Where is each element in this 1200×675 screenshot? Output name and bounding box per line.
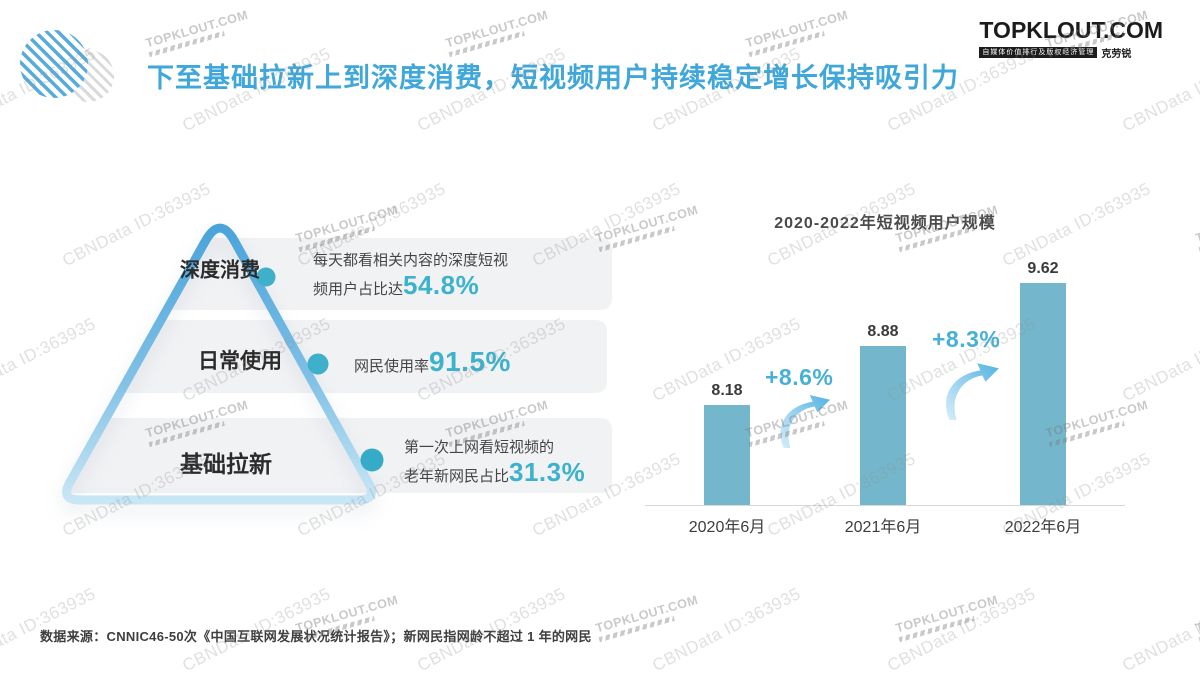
decorative-circles xyxy=(18,28,118,108)
pyramid-desc-deep-consumption: 每天都看相关内容的深度短视 频用户占比达54.8% xyxy=(313,249,508,301)
bar-chart: 2020-2022年短视频用户规模 8.18 8.88 9.62 +8.6% xyxy=(645,197,1125,547)
desc-text: 频用户占比达 xyxy=(313,281,404,298)
watermark-cbndata: CBNData ID:363935 xyxy=(649,583,804,675)
bar-column-2020: 8.18 xyxy=(704,382,750,505)
watermark-topklout: TOPKLOUT.COM xyxy=(1194,593,1200,643)
bar-2020 xyxy=(704,405,750,505)
level-band-top xyxy=(166,238,612,310)
stat-value: 31.3% xyxy=(509,457,586,487)
bar-column-2021: 8.88 xyxy=(860,323,906,505)
bar-value-label: 9.62 xyxy=(1027,260,1059,278)
watermark-topklout: TOPKLOUT.COM xyxy=(894,593,1001,643)
bar-value-label: 8.88 xyxy=(867,322,899,340)
bar-2021 xyxy=(860,345,906,505)
topklout-logo: TOPKLOUT.COM 自媒体价值排行及版权经济管理 克劳锐 xyxy=(979,19,1163,60)
watermark-cbndata: CBNData ID:363935 xyxy=(1119,583,1200,675)
bar-value-label: 8.18 xyxy=(711,382,743,400)
level-dot-bottom xyxy=(360,448,384,472)
logo-wordmark: TOPKLOUT.COM xyxy=(979,17,1163,43)
growth-label-1: +8.6% xyxy=(765,364,834,390)
chart-plot-area: 8.18 8.88 9.62 +8.6% +8.3 xyxy=(645,197,1125,506)
level-band-bottom xyxy=(63,418,612,493)
desc-text: 网民使用率 xyxy=(354,358,430,375)
desc-text: 老年新网民占比 xyxy=(404,468,510,485)
x-axis-label-2022: 2022年6月 xyxy=(1004,519,1082,536)
watermark-topklout: TOPKLOUT.COM xyxy=(594,593,701,643)
stat-value: 91.5% xyxy=(429,346,511,377)
pyramid-graphic xyxy=(62,223,612,505)
growth-arrow-icon xyxy=(780,394,830,448)
pyramid-desc-daily-use: 网民使用率91.5% xyxy=(354,348,511,378)
x-axis-label-2020: 2020年6月 xyxy=(688,519,766,536)
desc-text: 第一次上网看短视频的 xyxy=(404,439,555,456)
level-dot-top xyxy=(256,267,276,287)
watermark-topklout: TOPKLOUT.COM xyxy=(744,8,851,58)
bar-column-2022: 9.62 xyxy=(1020,260,1066,505)
watermark-topklout: TOPKLOUT.COM xyxy=(1194,203,1200,253)
watermark-topklout: TOPKLOUT.COM xyxy=(444,8,551,58)
watermark-cbndata: CBNData ID:363935 xyxy=(884,583,1039,675)
pyramid-diagram: 深度消费 日常使用 基础拉新 每天都看相关内容的深度短视 频用户占比达54.8%… xyxy=(40,195,640,535)
stat-value: 54.8% xyxy=(403,270,480,300)
pyramid-label-basic-acquisition: 基础拉新 xyxy=(180,451,272,477)
logo-subline: 自媒体价值排行及版权经济管理 克劳锐 xyxy=(979,45,1163,60)
pyramid-label-deep-consumption: 深度消费 xyxy=(180,259,260,282)
desc-text: 每天都看相关内容的深度短视 xyxy=(313,252,509,269)
pyramid-desc-basic-acquisition: 第一次上网看短视频的 老年新网民占比31.3% xyxy=(404,436,585,488)
level-dot-middle xyxy=(307,353,329,375)
striped-circle-blue-icon xyxy=(20,30,88,98)
triangle-outline xyxy=(62,223,376,505)
growth-label-2: +8.3% xyxy=(932,326,1001,352)
pyramid-label-daily-use: 日常使用 xyxy=(198,350,282,373)
level-band-middle xyxy=(120,320,607,393)
source-note: 数据来源：CNNIC46-50次《中国互联网发展状况统计报告》；新网民指网龄不超… xyxy=(40,629,592,644)
chart-title: 2020-2022年短视频用户规模 xyxy=(774,215,996,232)
watermark-topklout: TOPKLOUT.COM xyxy=(144,8,251,58)
watermark-cbndata: CBNData ID:363935 xyxy=(1119,313,1200,406)
growth-arrow-icon xyxy=(946,363,999,420)
logo-tagline: 自媒体价值排行及版权经济管理 xyxy=(979,47,1098,58)
logo-chinese-name: 克劳锐 xyxy=(1101,49,1132,60)
x-axis-label-2021: 2021年6月 xyxy=(844,519,922,536)
page-title: 下至基础拉新上到深度消费，短视频用户持续稳定增长保持吸引力 xyxy=(147,63,959,93)
bar-2022 xyxy=(1020,283,1066,505)
